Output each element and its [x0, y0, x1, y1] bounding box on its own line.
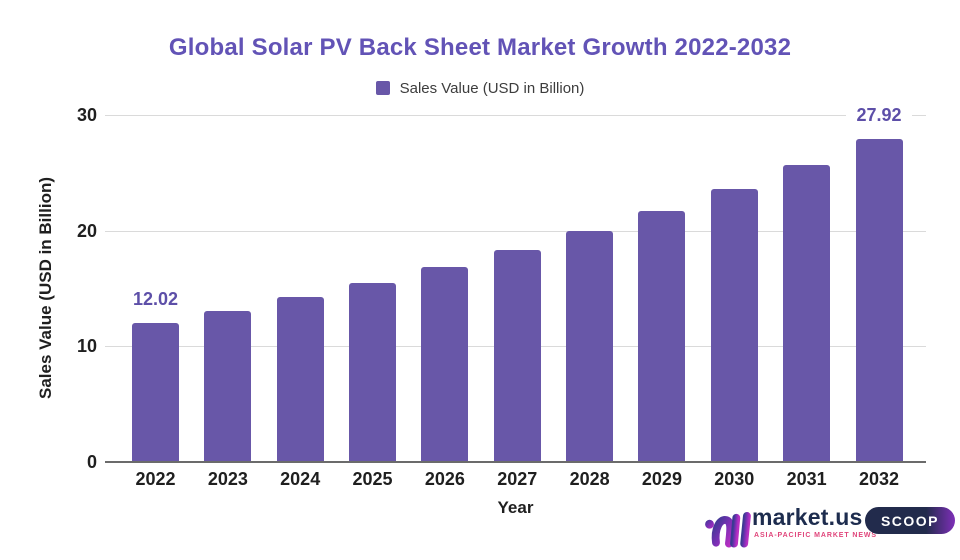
legend-label: Sales Value (USD in Billion) [399, 79, 585, 97]
bar-2022 [132, 322, 179, 462]
marketus-logo-icon [705, 512, 751, 548]
bar-2032 [855, 139, 903, 462]
x-tick-label-2023: 2023 [207, 469, 248, 489]
bar-value-label-2032: 27.92 [846, 106, 912, 125]
x-axis-line [105, 461, 926, 463]
x-tick-label-2024: 2024 [280, 469, 321, 489]
bar-2029 [638, 211, 686, 462]
bar-2023 [204, 310, 252, 462]
bar-2027 [493, 250, 541, 462]
bar-2030 [710, 189, 758, 462]
x-tick-label-2032: 2032 [858, 469, 900, 489]
x-tick-label-2022: 2022 [135, 469, 176, 489]
y-tick-label-30: 30 [76, 105, 97, 125]
brand-tagline: ASIA-PACIFIC MARKET NEWS [754, 532, 877, 539]
x-tick-label-2030: 2030 [714, 469, 755, 489]
legend-swatch-icon [375, 81, 390, 95]
gridline-30 [105, 115, 926, 116]
bar-value-label-2022: 12.02 [122, 289, 189, 308]
bar-2031 [783, 165, 831, 462]
x-tick-label-2026: 2026 [424, 469, 465, 489]
chart-legend: Sales Value (USD in Billion) [0, 78, 960, 98]
y-tick-label-0: 0 [86, 452, 97, 472]
x-tick-label-2029: 2029 [641, 469, 682, 489]
bar-2024 [276, 297, 324, 462]
bar-2026 [421, 267, 469, 462]
gridline-20 [105, 230, 926, 232]
x-tick-label-2025: 2025 [352, 469, 393, 489]
brand-badge-scoop: SCOOP [865, 507, 955, 534]
brand-wordmark: market.us [752, 504, 863, 530]
x-tick-label-2031: 2031 [786, 469, 827, 489]
x-tick-label-2028: 2028 [569, 469, 610, 489]
bar-2025 [349, 282, 397, 462]
x-tick-label-2027: 2027 [497, 469, 538, 489]
y-tick-label-20: 20 [76, 220, 97, 241]
x-axis-title: Year [497, 498, 534, 517]
bar-2028 [566, 231, 614, 462]
chart-title: Global Solar PV Back Sheet Market Growth… [168, 34, 792, 61]
y-tick-label-10: 10 [76, 336, 97, 357]
brand-logo: market.us ASIA-PACIFIC MARKET NEWS SCOOP [700, 498, 958, 558]
